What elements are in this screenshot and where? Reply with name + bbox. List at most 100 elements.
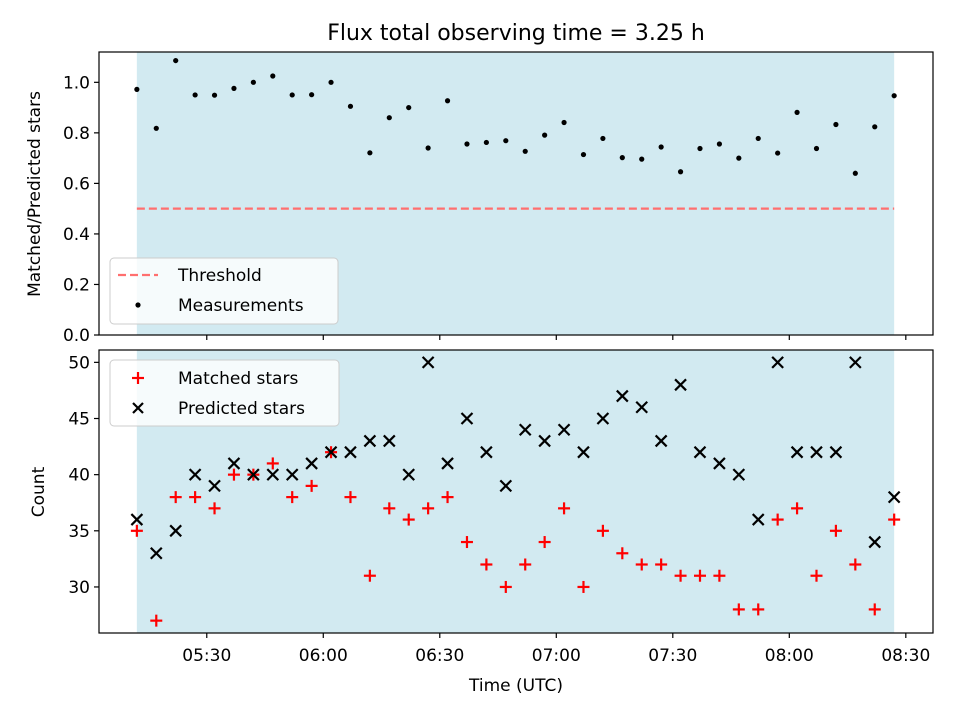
y-tick-label: 35 <box>68 522 90 542</box>
measurement-point <box>775 150 781 156</box>
measurement-point <box>250 79 256 85</box>
predicted-stars-point <box>383 434 396 448</box>
y-tick-label: 0.6 <box>63 174 90 194</box>
matched-stars-point <box>286 491 299 504</box>
bottom-plot-area <box>98 349 934 634</box>
bottom-legend-box <box>109 359 340 427</box>
predicted-stars-point <box>363 434 377 448</box>
matched-stars-point <box>732 603 745 616</box>
predicted-stars-point <box>344 445 357 459</box>
matched-stars-point <box>150 614 163 627</box>
predicted-stars-point <box>480 445 493 459</box>
predicted-stars-point <box>654 434 668 448</box>
y-tick-label: 30 <box>68 578 90 598</box>
measurement-point <box>309 92 315 98</box>
legend-predicted-swatch <box>132 402 144 414</box>
measurement-point <box>134 86 140 92</box>
matched-stars-point <box>791 502 804 515</box>
measurement-point <box>542 132 548 138</box>
matched-stars-point <box>635 558 648 571</box>
predicted-stars-point <box>732 468 746 481</box>
top-title: Flux total observing time = 3.25 h <box>327 21 705 46</box>
matched-stars-point <box>849 558 862 571</box>
predicted-stars-point <box>713 457 726 470</box>
measurement-point <box>639 156 645 162</box>
matched-stars-point <box>888 513 901 526</box>
predicted-stars-point <box>751 513 765 526</box>
matched-stars-point <box>771 513 784 526</box>
legend-threshold-label: Threshold <box>177 266 262 286</box>
y-tick-label: 1.0 <box>63 73 90 93</box>
x-tick-label: 08:30 <box>881 646 930 666</box>
y-tick-label: 50 <box>68 353 90 373</box>
measurement-point <box>503 138 509 144</box>
matched-stars-point <box>829 524 842 537</box>
top-axes-frame <box>98 51 934 336</box>
matched-stars-point <box>616 547 629 560</box>
matched-stars-point <box>538 536 551 549</box>
bottom-axes-frame <box>98 349 934 634</box>
matched-stars-point <box>577 580 590 593</box>
measurement-point <box>600 135 606 142</box>
top-y-axis-label: Matched/Predicted stars <box>25 91 45 297</box>
measurement-point <box>833 121 839 128</box>
measurement-point <box>891 93 897 99</box>
measurement-point <box>813 145 820 152</box>
measurement-point <box>677 169 684 175</box>
legend-predicted-label: Predicted stars <box>178 399 305 419</box>
matched-stars-point <box>868 603 881 616</box>
predicted-stars-point <box>887 490 901 504</box>
measurement-point <box>736 155 742 161</box>
measurement-point <box>561 119 567 126</box>
matched-stars-point <box>383 502 396 515</box>
measurement-point <box>619 155 625 161</box>
matched-stars-point <box>596 524 609 537</box>
predicted-stars-point <box>596 412 610 425</box>
measurement-point <box>425 145 431 151</box>
bottom-y-ticks: 30 35 40 45 50 <box>68 353 99 598</box>
y-tick-label: 45 <box>68 410 90 430</box>
predicted-stars-point <box>188 468 202 481</box>
top-y-ticks: 0.0 0.2 0.4 0.6 0.8 1.0 <box>63 73 99 346</box>
measurement-point <box>406 104 412 111</box>
x-tick-label: 07:00 <box>532 646 581 666</box>
matched-stars-point <box>810 569 823 582</box>
matched-stars-point <box>344 491 357 504</box>
bottom-y-axis-label: Count <box>29 466 49 517</box>
legend-measurements-label: Measurements <box>178 296 304 316</box>
x-tick-label: 06:00 <box>299 646 348 666</box>
matched-stars-point <box>480 558 493 571</box>
predicted-stars-point <box>227 457 241 470</box>
matched-stars-point <box>227 468 240 481</box>
matched-stars-point <box>189 491 202 504</box>
measurement-point <box>270 73 276 79</box>
measurement-point <box>153 125 159 131</box>
measurement-point <box>522 148 528 154</box>
legend-matched-swatch <box>132 372 144 384</box>
y-tick-label: 40 <box>68 466 90 486</box>
measurement-point <box>231 85 237 91</box>
predicted-stars-point <box>402 468 415 481</box>
matched-stars-point <box>363 569 376 582</box>
matched-stars-point <box>655 558 668 571</box>
predicted-stars-point <box>616 389 629 403</box>
matched-stars-point <box>169 491 182 504</box>
predicted-stars-point <box>868 535 882 549</box>
measurement-point <box>483 139 489 146</box>
x-tick-label: 05:30 <box>182 646 231 666</box>
measurement-point <box>716 141 723 147</box>
matched-stars-point <box>499 580 512 593</box>
predicted-stars-point <box>790 445 804 459</box>
predicted-stars-point <box>849 356 862 369</box>
predicted-stars-point <box>577 445 590 459</box>
matched-stars-point <box>422 502 435 515</box>
bottom-x-ticks: 05:30 06:00 06:30 07:00 07:30 08:00 08:30 <box>182 633 930 666</box>
measurement-point <box>367 150 373 156</box>
top-x-ticks <box>206 335 907 340</box>
measurement-point <box>444 98 451 104</box>
predicted-stars-point <box>285 468 299 481</box>
matched-stars-point <box>674 569 687 582</box>
matched-stars-point <box>460 536 473 549</box>
predicted-stars-point <box>829 445 843 459</box>
measurement-point <box>328 79 334 85</box>
